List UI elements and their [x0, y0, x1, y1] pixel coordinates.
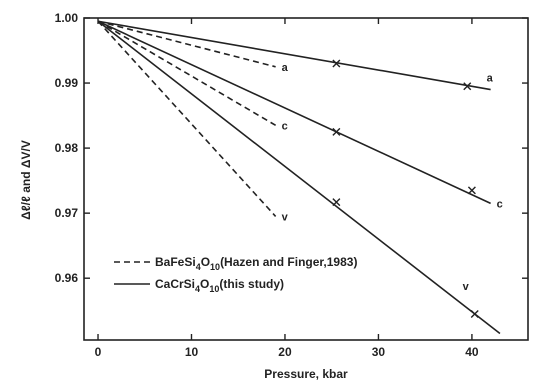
- data-point-marker: [467, 186, 476, 195]
- x-tick-label: 10: [185, 345, 199, 359]
- y-axis-label: Δℓ/ℓ and ΔV/V: [19, 140, 33, 220]
- y-tick-label: 0.97: [55, 206, 79, 220]
- x-tick-label: 0: [95, 345, 102, 359]
- y-tick-label: 0.98: [55, 141, 79, 155]
- series-end-label: c: [497, 198, 503, 210]
- legend: BaFeSi4O10(Hazen and Finger,1983) CaCrSi…: [114, 255, 357, 294]
- data-point-marker: [332, 59, 341, 68]
- series-end-label: a: [487, 73, 494, 85]
- y-tick-label: 1.00: [55, 11, 79, 25]
- series-line-cacrsi-c: [97, 20, 491, 205]
- series-line-bafesi-a: [97, 20, 276, 68]
- x-tick-label: 40: [465, 345, 479, 359]
- legend-entry-bafesi: BaFeSi4O10(Hazen and Finger,1983): [155, 255, 357, 272]
- x-tick-label: 20: [278, 345, 292, 359]
- plot-frame: [83, 17, 529, 341]
- data-point-marker: [332, 198, 341, 207]
- series-end-label: c: [282, 120, 288, 132]
- data-point-marker: [332, 127, 341, 136]
- series-line-bafesi-c: [97, 20, 277, 127]
- y-tick-label: 0.99: [55, 76, 79, 90]
- series-line-cacrsi-v: [97, 20, 501, 335]
- series-line-cacrsi-a: [97, 20, 491, 91]
- x-tick-label: 30: [372, 345, 386, 359]
- x-axis-label: Pressure, kbar: [264, 367, 348, 381]
- series-line-bafesi-v: [97, 20, 277, 217]
- data-point-marker: [463, 82, 472, 91]
- series-end-label: a: [282, 62, 289, 74]
- legend-entry-cacrsi: CaCrSi4O10(this study): [155, 277, 284, 294]
- y-tick-label: 0.96: [55, 271, 79, 285]
- series-end-label: v: [463, 281, 470, 293]
- data-point-marker: [470, 309, 479, 318]
- series-end-label: v: [282, 211, 289, 223]
